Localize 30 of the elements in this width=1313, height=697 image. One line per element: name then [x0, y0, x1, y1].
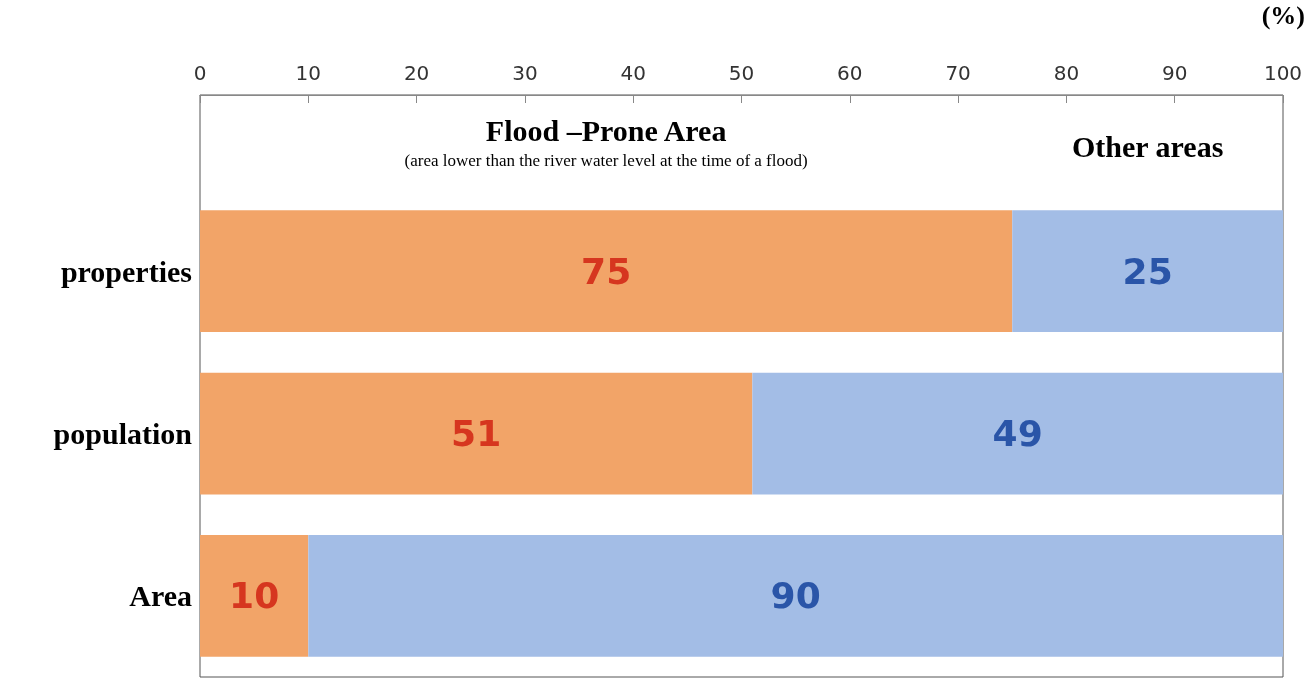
bar — [200, 210, 1013, 333]
bar — [200, 534, 309, 657]
bar — [308, 534, 1283, 657]
bar — [1012, 210, 1283, 333]
data-label: 49 — [992, 413, 1043, 454]
bar — [752, 372, 1283, 495]
y-tick-label: Area — [129, 579, 192, 613]
data-label: 10 — [229, 575, 280, 617]
x-tick-label: 40 — [620, 61, 646, 85]
x-axis-title: (%) — [1261, 0, 1306, 30]
bar — [200, 372, 753, 495]
series-label: Other areas — [1071, 129, 1224, 163]
x-tick-label: 90 — [1161, 61, 1188, 85]
data-label: 25 — [1122, 250, 1173, 292]
data-label: 51 — [451, 413, 502, 454]
x-tick-label: 30 — [512, 61, 538, 85]
data-label: 75 — [581, 250, 632, 292]
y-tick-label: properties — [60, 254, 192, 288]
x-tick-label: 100 — [1263, 61, 1303, 85]
x-tick-label: 60 — [837, 61, 863, 85]
text: Flood –Prone Area — [485, 113, 727, 147]
x-tick-label: 80 — [1053, 61, 1080, 85]
x-tick-label: 50 — [728, 61, 755, 85]
x-tick-label: 20 — [403, 61, 430, 85]
data-label: 90 — [770, 575, 821, 617]
x-tick-label: 10 — [295, 61, 322, 85]
y-tick-label: population — [53, 417, 193, 450]
x-tick-label: 70 — [945, 61, 971, 85]
annotation: (area lower than the river water level at the time of a flood) — [404, 151, 808, 170]
x-tick-label: 0 — [193, 61, 207, 85]
